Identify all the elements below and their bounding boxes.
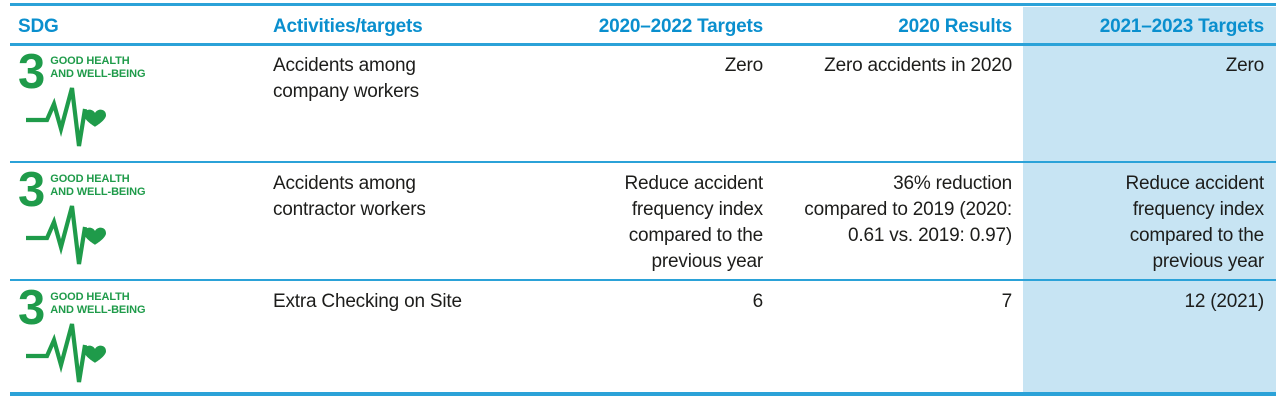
sdg3-number: 3 bbox=[18, 281, 45, 335]
cell-target-2021-2023: Reduce accident frequency index compared… bbox=[1125, 173, 1264, 272]
header-underline bbox=[10, 43, 1276, 46]
row-separator bbox=[10, 161, 1276, 163]
table-top-border bbox=[10, 3, 1276, 6]
cell-target-2020-2022: Zero bbox=[724, 55, 763, 76]
column-header-targets-2020-2022: 2020–2022 Targets bbox=[598, 16, 763, 37]
cell-target-2021-2023: Zero bbox=[1225, 55, 1264, 76]
sdg3-icon-header: 3 GOOD HEALTH AND WELL-BEING bbox=[18, 45, 258, 99]
cell-target-2020-2022: 6 bbox=[752, 291, 764, 312]
heartbeat-pulse-icon bbox=[26, 87, 106, 147]
column-header-activities: Activities/targets bbox=[273, 16, 423, 37]
heart-icon bbox=[84, 109, 106, 127]
sdg3-icon-header: 3 GOOD HEALTH AND WELL-BEING bbox=[18, 281, 258, 335]
cell-result-2020: 36% reduction compared to 2019 (2020: 0.… bbox=[804, 173, 1012, 246]
cell-target-2021-2023: 12 (2021) bbox=[1184, 291, 1264, 312]
column-header-results-2020: 2020 Results bbox=[898, 16, 1012, 37]
cell-result-2020: Zero accidents in 2020 bbox=[824, 55, 1012, 76]
highlight-column-background bbox=[1023, 7, 1276, 392]
heartbeat-pulse-icon bbox=[26, 205, 106, 265]
table-bottom-border bbox=[10, 392, 1276, 396]
cell-target-2020-2022: Reduce accident frequency index compared… bbox=[624, 173, 763, 272]
heart-icon bbox=[84, 227, 106, 245]
cell-activity: Accidents among contractor workers bbox=[273, 173, 426, 220]
cell-activity: Accidents among company workers bbox=[273, 55, 419, 102]
heartbeat-pulse-icon bbox=[26, 323, 106, 383]
sdg3-label: GOOD HEALTH AND WELL-BEING bbox=[50, 55, 146, 80]
row-separator bbox=[10, 279, 1276, 281]
sdg3-good-health-icon: 3 GOOD HEALTH AND WELL-BEING bbox=[18, 45, 258, 153]
heart-icon bbox=[84, 345, 106, 363]
cell-result-2020: 7 bbox=[1001, 291, 1013, 312]
sdg3-label: GOOD HEALTH AND WELL-BEING bbox=[50, 173, 146, 198]
sdg3-label: GOOD HEALTH AND WELL-BEING bbox=[50, 291, 146, 316]
sdg3-icon-header: 3 GOOD HEALTH AND WELL-BEING bbox=[18, 163, 258, 217]
sdg3-good-health-icon: 3 GOOD HEALTH AND WELL-BEING bbox=[18, 163, 258, 271]
column-header-targets-2021-2023: 2021–2023 Targets bbox=[1099, 16, 1264, 37]
sdg3-number: 3 bbox=[18, 45, 45, 99]
column-header-sdg: SDG bbox=[18, 16, 59, 37]
cell-activity: Extra Checking on Site bbox=[273, 291, 462, 312]
sdg3-number: 3 bbox=[18, 163, 45, 217]
sdg3-good-health-icon: 3 GOOD HEALTH AND WELL-BEING bbox=[18, 281, 258, 389]
